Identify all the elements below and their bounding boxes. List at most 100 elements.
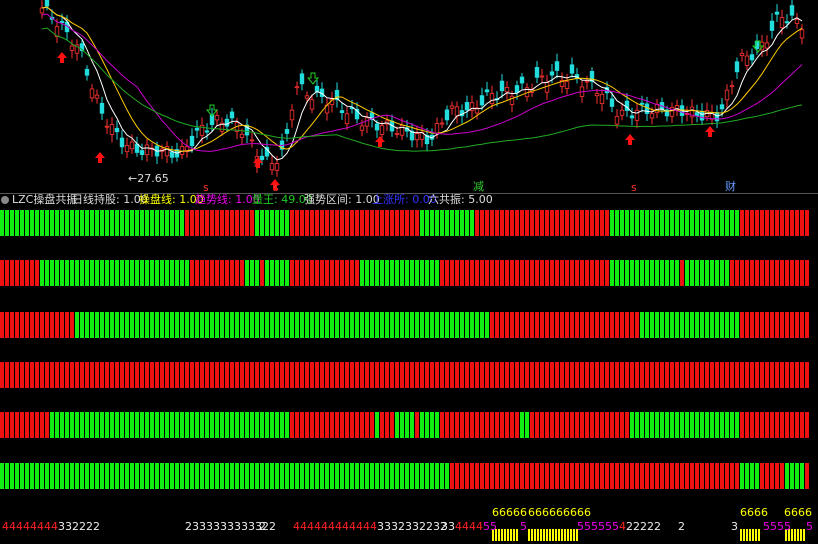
signal-bar <box>520 312 524 338</box>
signal-bar <box>440 260 444 286</box>
signal-bar <box>745 412 749 438</box>
signal-bar <box>360 210 364 236</box>
signal-bar <box>210 210 214 236</box>
signal-bar <box>200 210 204 236</box>
signal-bar <box>280 210 284 236</box>
signal-bar <box>220 412 224 438</box>
signal-bar <box>95 312 99 338</box>
footer-bar <box>504 529 506 541</box>
signal-bar <box>490 463 494 489</box>
signal-bar <box>550 362 554 388</box>
signal-bar <box>605 412 609 438</box>
signal-bar <box>460 463 464 489</box>
signal-bar <box>635 312 639 338</box>
signal-bar <box>665 210 669 236</box>
signal-bar <box>725 412 729 438</box>
signal-bar <box>770 412 774 438</box>
signal-bar <box>785 210 789 236</box>
signal-bar <box>340 362 344 388</box>
signal-bar <box>420 362 424 388</box>
candle <box>129 141 135 150</box>
signal-bar <box>710 463 714 489</box>
signal-bar <box>780 312 784 338</box>
signal-bar <box>100 362 104 388</box>
signal-bar <box>85 412 89 438</box>
signal-bar <box>570 463 574 489</box>
signal-bar <box>520 362 524 388</box>
signal-bar <box>750 210 754 236</box>
signal-bar <box>75 412 79 438</box>
signal-bar <box>590 412 594 438</box>
candle <box>589 71 595 82</box>
code: 5 <box>806 520 813 533</box>
candle <box>409 130 415 141</box>
signal-bar <box>270 312 274 338</box>
signal-bar <box>255 463 259 489</box>
signal-bar <box>230 312 234 338</box>
signal-bar <box>690 362 694 388</box>
signal-bar <box>15 463 19 489</box>
signal-bar <box>645 260 649 286</box>
candle <box>74 44 80 54</box>
signal-bar <box>365 463 369 489</box>
footer-bar <box>746 529 748 541</box>
signal-bar <box>300 463 304 489</box>
signal-bar <box>670 210 674 236</box>
signal-bar <box>60 412 64 438</box>
signal-bar <box>65 463 69 489</box>
signal-bar <box>295 260 299 286</box>
signal-bar <box>0 362 4 388</box>
signal-bar <box>530 312 534 338</box>
signal-bar <box>85 312 89 338</box>
candle <box>599 93 605 105</box>
code: 332222 <box>58 520 100 533</box>
footer-codes-top: 66666 666666666 6666 6666 <box>492 506 812 519</box>
signal-bar <box>755 260 759 286</box>
signal-bar <box>55 463 59 489</box>
signal-bar <box>680 412 684 438</box>
signal-bar <box>485 412 489 438</box>
signal-bar <box>325 312 329 338</box>
signal-bar <box>55 312 59 338</box>
signal-bar <box>575 260 579 286</box>
signal-bar <box>745 362 749 388</box>
signal-bar <box>615 412 619 438</box>
signal-bar <box>390 362 394 388</box>
signal-bar <box>425 412 429 438</box>
code: 2333333333322 <box>185 520 276 533</box>
signal-bar <box>270 362 274 388</box>
footer-bar <box>788 529 790 541</box>
signal-bar <box>435 210 439 236</box>
candle <box>634 109 640 121</box>
signal-bar <box>220 312 224 338</box>
signal-bar <box>85 362 89 388</box>
signal-bar <box>555 463 559 489</box>
signal-bar <box>180 362 184 388</box>
signal-bar <box>325 412 329 438</box>
signal-bar <box>300 412 304 438</box>
signal-bar <box>440 412 444 438</box>
signal-bar <box>355 312 359 338</box>
footer-bar <box>528 529 530 541</box>
candle <box>449 105 455 109</box>
signal-bar <box>530 210 534 236</box>
signal-bar <box>790 210 794 236</box>
signal-bar <box>580 412 584 438</box>
signal-bar <box>220 362 224 388</box>
signal-bar <box>550 463 554 489</box>
code: 4444 <box>455 520 483 533</box>
signal-bar <box>770 463 774 489</box>
signal-bar <box>475 463 479 489</box>
signal-bar <box>500 210 504 236</box>
signal-bar <box>795 362 799 388</box>
candle <box>434 123 440 134</box>
signal-bar <box>605 463 609 489</box>
indicator-item: 量王: 49.00 <box>252 193 313 206</box>
signal-bar <box>540 210 544 236</box>
signal-bar <box>480 210 484 236</box>
signal-bar <box>695 210 699 236</box>
signal-bar <box>570 362 574 388</box>
signal-bar <box>795 210 799 236</box>
signal-bar <box>305 312 309 338</box>
collapse-icon[interactable] <box>1 196 9 204</box>
